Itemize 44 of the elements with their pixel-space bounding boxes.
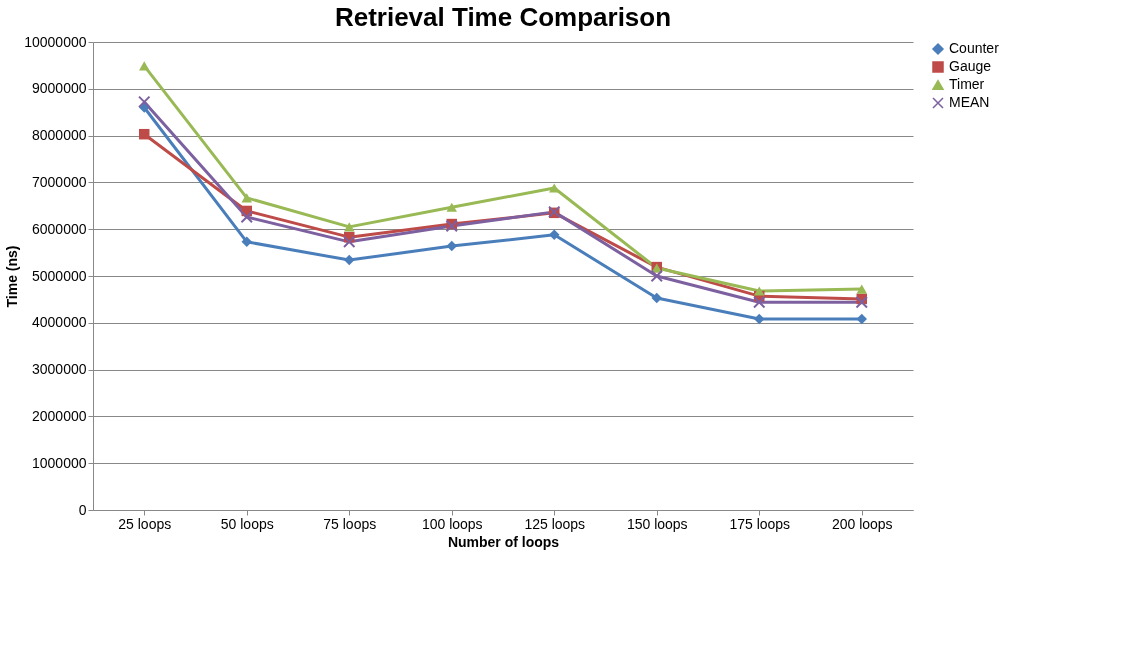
point — [651, 292, 662, 304]
y-tick-label: 9000000 — [31, 80, 87, 97]
point — [343, 235, 356, 249]
y-tick-label: 0 — [78, 501, 87, 518]
legend-label: Timer — [949, 76, 985, 92]
y-tick-label: 8000000 — [31, 127, 87, 144]
x-tick-label: 75 loops — [323, 515, 377, 532]
point — [754, 286, 765, 296]
point — [650, 269, 663, 283]
point — [138, 95, 151, 109]
legend-label: Counter — [949, 40, 1000, 56]
y-tick-label: 1000000 — [31, 454, 87, 471]
y-tick-label: 5000000 — [31, 267, 87, 284]
x-tick-label: 200 loops — [831, 515, 893, 532]
point — [446, 240, 457, 252]
point — [855, 295, 868, 309]
point — [241, 236, 252, 248]
y-tick-label: 10000000 — [24, 33, 87, 50]
point — [240, 210, 253, 224]
x-axis-title: Number of loops — [447, 533, 560, 550]
point — [241, 193, 252, 203]
x-tick-label: 100 loops — [421, 515, 483, 532]
y-tick-label: 7000000 — [31, 173, 87, 190]
point — [856, 313, 867, 325]
point — [344, 254, 355, 266]
point — [753, 295, 766, 309]
x-tick-label: 125 loops — [524, 515, 586, 532]
point — [856, 284, 867, 294]
x-tick-label: 25 loops — [118, 515, 172, 532]
x-tick-label: 50 loops — [220, 515, 274, 532]
y-tick-label: 2000000 — [31, 407, 87, 424]
legend-label: Gauge — [949, 58, 992, 74]
point — [754, 313, 765, 325]
y-tick-label: 3000000 — [31, 361, 87, 378]
y-tick-label: 4000000 — [31, 314, 87, 331]
legend-label: MEAN — [949, 94, 990, 110]
x-tick-label: 150 loops — [626, 515, 688, 532]
point — [446, 202, 457, 212]
y-tick-label: 6000000 — [31, 220, 87, 237]
x-tick-label: 175 loops — [729, 515, 791, 532]
point — [549, 229, 560, 241]
chart-title: Retrieval Time Comparison — [334, 2, 672, 32]
point — [139, 128, 150, 140]
y-axis-title: Time (ns) — [4, 245, 21, 308]
